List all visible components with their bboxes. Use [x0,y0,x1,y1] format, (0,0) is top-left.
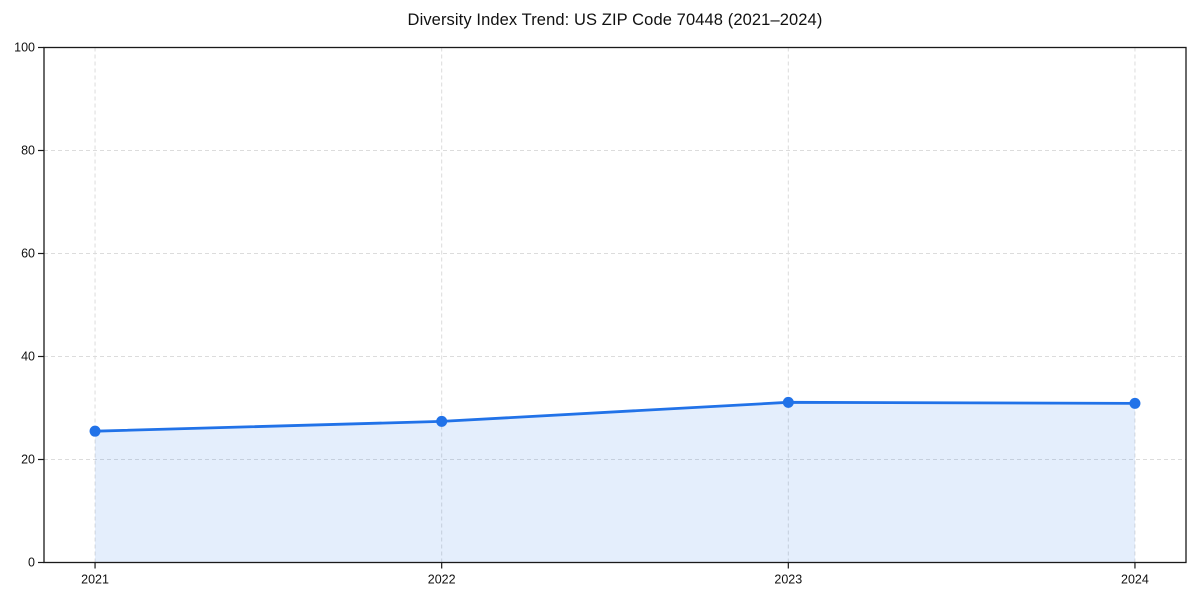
y-tick-label-20: 20 [21,453,35,467]
area-fill [95,402,1135,563]
y-tick-label-80: 80 [21,144,35,158]
y-tick-label-100: 100 [14,41,35,55]
x-tick-label-2023: 2023 [774,573,802,587]
trend-line [93,400,1137,433]
chart-title: Diversity Index Trend: US ZIP Code 70448… [407,11,823,29]
x-tick-label-2024: 2024 [1121,573,1149,587]
x-tick-label-2022: 2022 [428,573,456,587]
x-tick-label-2021: 2021 [81,573,109,587]
data-point-2022 [436,415,448,427]
y-tick-label-40: 40 [21,350,35,364]
y-tick-label-0: 0 [28,556,35,570]
data-point-2021 [89,425,101,437]
data-point-2024 [1129,397,1141,409]
data-point-2023 [782,396,794,408]
y-tick-label-60: 60 [21,247,35,261]
axes-spines [43,46,1187,564]
